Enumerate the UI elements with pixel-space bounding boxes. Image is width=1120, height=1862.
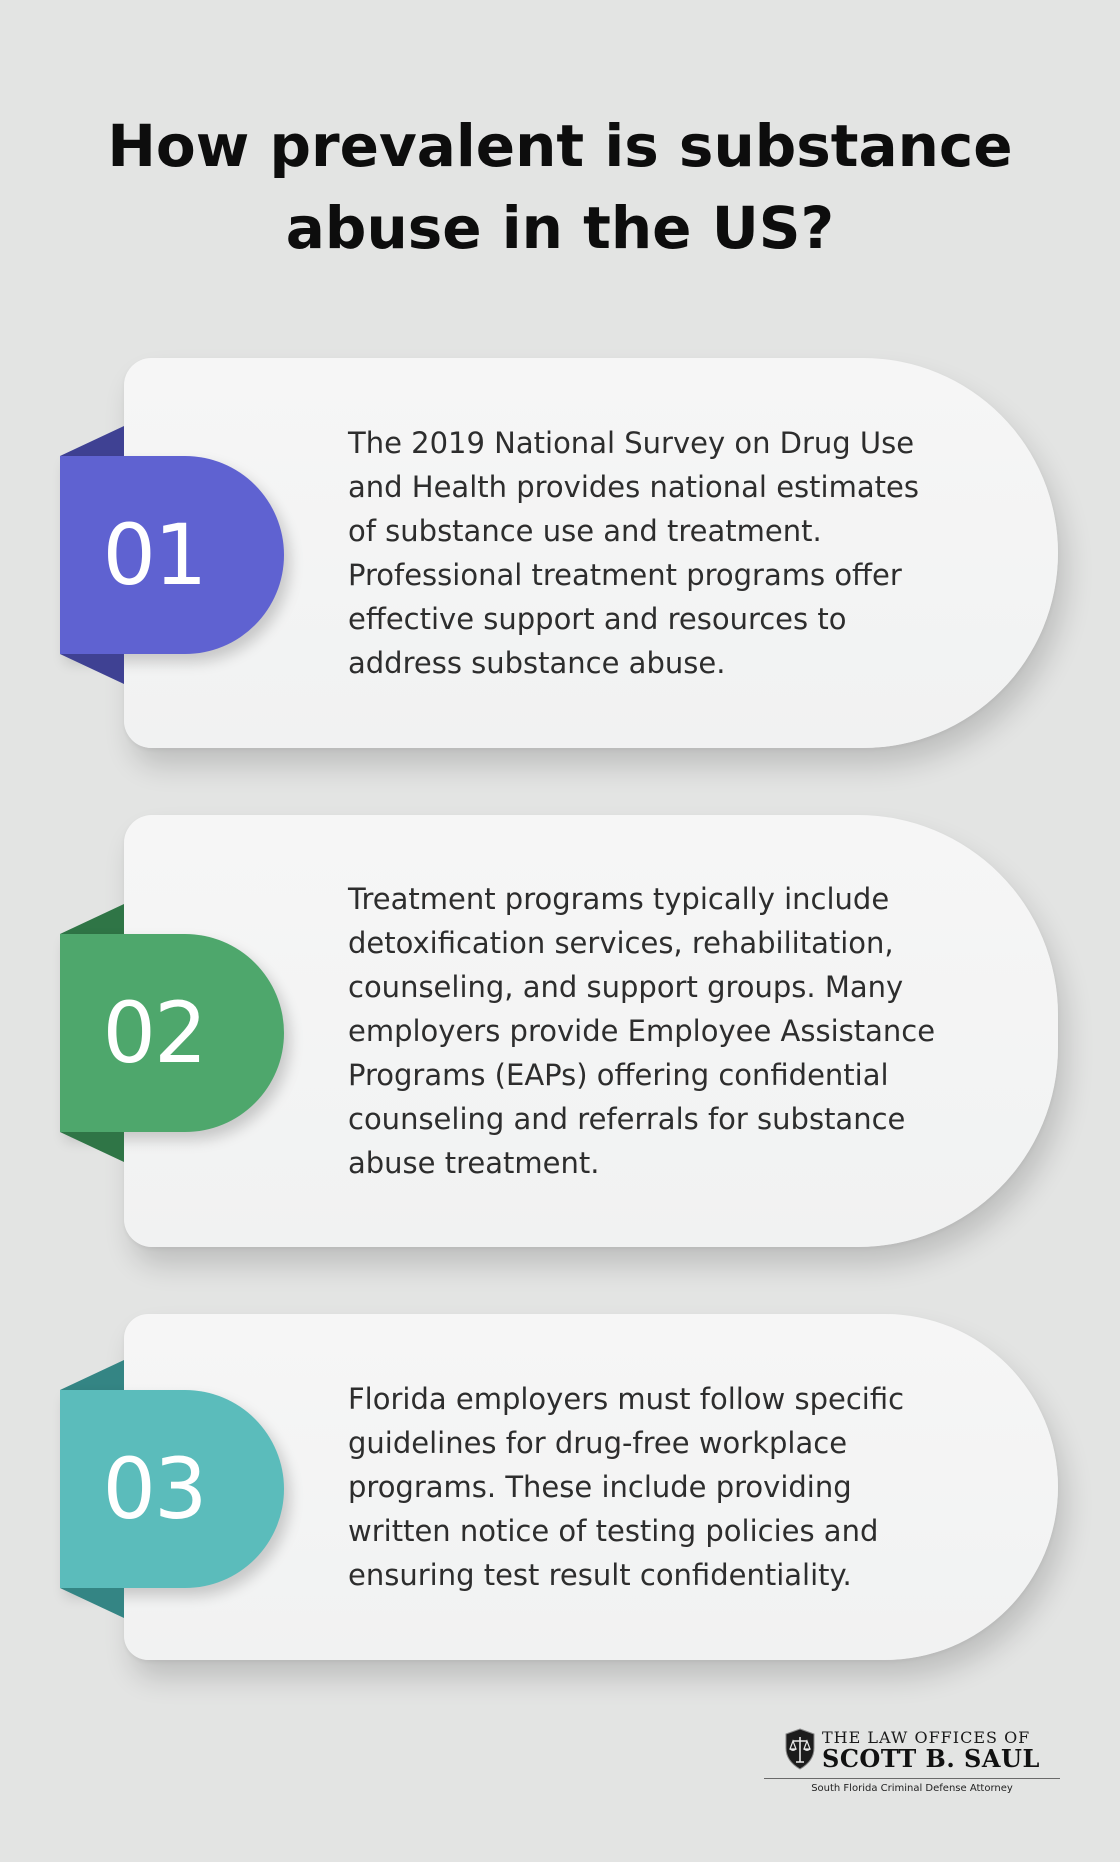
step-badge-02: 02 [60,904,284,1162]
badge-fold-top [60,426,124,456]
law-office-logo[interactable]: THE LAW OFFICES OF SCOTT B. SAUL South F… [764,1726,1060,1802]
page-title: How prevalent is substance abuse in the … [107,112,1013,262]
number-badge: 03 [60,1390,284,1588]
badge-fold-top [60,1360,124,1390]
logo-divider [764,1778,1060,1779]
step-badge-03: 03 [60,1360,284,1618]
number-badge: 02 [60,934,284,1132]
step-card-01: The 2019 National Survey on Drug Use and… [124,358,1058,748]
step-number: 03 [102,1440,208,1538]
logo-line-1: THE LAW OFFICES OF [822,1728,1031,1747]
badge-fold-bottom [60,1132,124,1162]
step-badge-01: 01 [60,426,284,684]
scales-of-justice-shield-icon [785,1728,815,1770]
number-badge: 01 [60,456,284,654]
badge-fold-bottom [60,1588,124,1618]
step-number: 02 [102,984,208,1082]
step-text: The 2019 National Survey on Drug Use and… [348,426,919,680]
badge-fold-bottom [60,654,124,684]
step-number: 01 [102,506,208,604]
badge-fold-top [60,904,124,934]
logo-tagline: South Florida Criminal Defense Attorney [811,1783,1013,1794]
step-text: Treatment programs typically include det… [348,882,936,1180]
logo-line-2: SCOTT B. SAUL [822,1744,1040,1773]
step-text: Florida employers must follow specific g… [348,1382,905,1592]
